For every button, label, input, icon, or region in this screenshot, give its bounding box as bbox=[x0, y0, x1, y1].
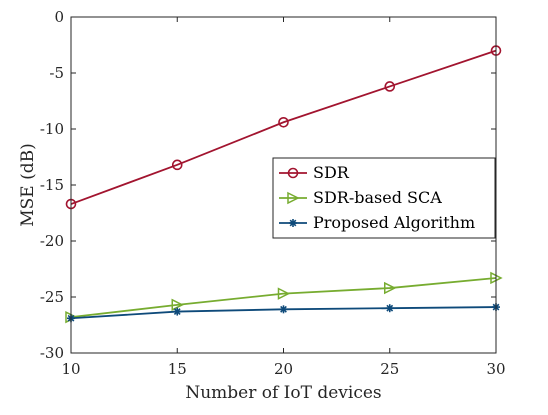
legend-entry: Proposed Algorithm bbox=[279, 213, 475, 232]
data-point bbox=[173, 307, 182, 316]
y-tick-label: -10 bbox=[40, 120, 64, 138]
data-point bbox=[171, 298, 184, 312]
y-tick-label: -25 bbox=[40, 288, 64, 306]
legend-marker bbox=[289, 219, 297, 227]
y-tick-label: -30 bbox=[40, 344, 64, 362]
x-tick-label: 20 bbox=[274, 360, 293, 378]
series-line-1 bbox=[70, 277, 497, 319]
ticks-layer: 10 15 20 25 30 0 -5 -10 -15 -20 -25 -30 bbox=[40, 8, 506, 378]
x-axis-label: Number of IoT devices bbox=[185, 383, 381, 403]
y-tick-label: -20 bbox=[40, 232, 64, 250]
legend-label: SDR bbox=[313, 163, 350, 182]
legend-entry: SDR-based SCA bbox=[279, 188, 442, 207]
x-tick-label: 10 bbox=[61, 360, 80, 378]
legend-entry: SDR bbox=[279, 163, 350, 182]
data-point bbox=[384, 81, 396, 92]
y-tick-label: -5 bbox=[49, 64, 64, 82]
legend-marker bbox=[287, 191, 300, 205]
series-line-0 bbox=[70, 49, 497, 205]
data-point bbox=[385, 304, 394, 313]
y-tick-label: 0 bbox=[54, 8, 64, 26]
data-point bbox=[384, 281, 397, 295]
data-point bbox=[171, 159, 183, 171]
data-point bbox=[279, 305, 288, 314]
data-point bbox=[277, 287, 291, 300]
y-axis-label: MSE (dB) bbox=[18, 143, 38, 227]
legend: SDR SDR-based SCA Proposed Algorithm bbox=[272, 157, 496, 239]
legend-label: Proposed Algorithm bbox=[313, 213, 475, 232]
y-tick-label: -15 bbox=[40, 176, 64, 194]
legend-label: SDR-based SCA bbox=[313, 188, 442, 207]
legend-marker bbox=[287, 167, 299, 179]
x-tick-label: 15 bbox=[168, 360, 187, 378]
data-point bbox=[278, 116, 289, 128]
legend-box bbox=[272, 157, 496, 239]
x-tick-label: 25 bbox=[380, 360, 399, 378]
x-tick-label: 30 bbox=[486, 360, 505, 378]
